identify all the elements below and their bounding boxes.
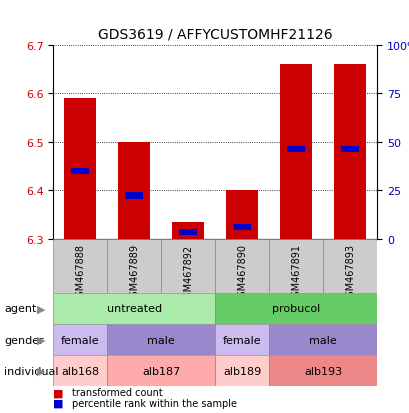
Bar [269,240,322,293]
Bar [53,355,107,386]
Text: male: male [308,335,336,345]
Text: ■: ■ [53,398,64,408]
Bar [340,147,358,153]
Bar [233,224,251,230]
Text: ■: ■ [53,387,64,397]
Bar [279,65,312,240]
Text: ▶: ▶ [37,304,45,314]
Bar [64,99,96,240]
Bar [333,65,366,240]
Text: agent: agent [4,304,36,314]
Bar [118,142,150,240]
Text: GSM467888: GSM467888 [75,244,85,303]
Bar [287,147,304,153]
Bar [71,169,89,175]
Bar [225,191,258,240]
Text: untreated: untreated [106,304,162,314]
Bar [107,240,161,293]
Text: female: female [222,335,261,345]
Text: probucol: probucol [272,304,319,314]
Bar [215,355,269,386]
Text: GSM467889: GSM467889 [129,244,139,303]
Bar [322,240,376,293]
Text: gender: gender [4,335,44,345]
Bar [215,240,269,293]
Bar [125,193,143,199]
Bar [179,229,197,235]
Bar [269,324,376,355]
Text: GSM467890: GSM467890 [237,244,247,303]
Text: male: male [147,335,175,345]
Bar [161,240,215,293]
Bar [172,223,204,240]
Text: GSM467892: GSM467892 [183,244,193,303]
Bar [269,355,376,386]
Bar [107,324,215,355]
Bar [215,324,269,355]
Text: ▶: ▶ [37,366,45,376]
Text: alb187: alb187 [142,366,180,376]
Bar [53,293,215,324]
Text: ▶: ▶ [37,335,45,345]
Bar [107,355,215,386]
Text: percentile rank within the sample: percentile rank within the sample [72,398,236,408]
Text: alb193: alb193 [303,366,342,376]
Bar [53,324,107,355]
Text: transformed count: transformed count [72,387,162,397]
Text: female: female [61,335,99,345]
Text: individual: individual [4,366,58,376]
Title: GDS3619 / AFFYCUSTOMHF21126: GDS3619 / AFFYCUSTOMHF21126 [98,28,332,41]
Text: GSM467891: GSM467891 [290,244,301,303]
Text: alb189: alb189 [222,366,261,376]
Text: alb168: alb168 [61,366,99,376]
Bar [215,293,376,324]
Text: GSM467893: GSM467893 [344,244,354,303]
Bar [53,240,107,293]
